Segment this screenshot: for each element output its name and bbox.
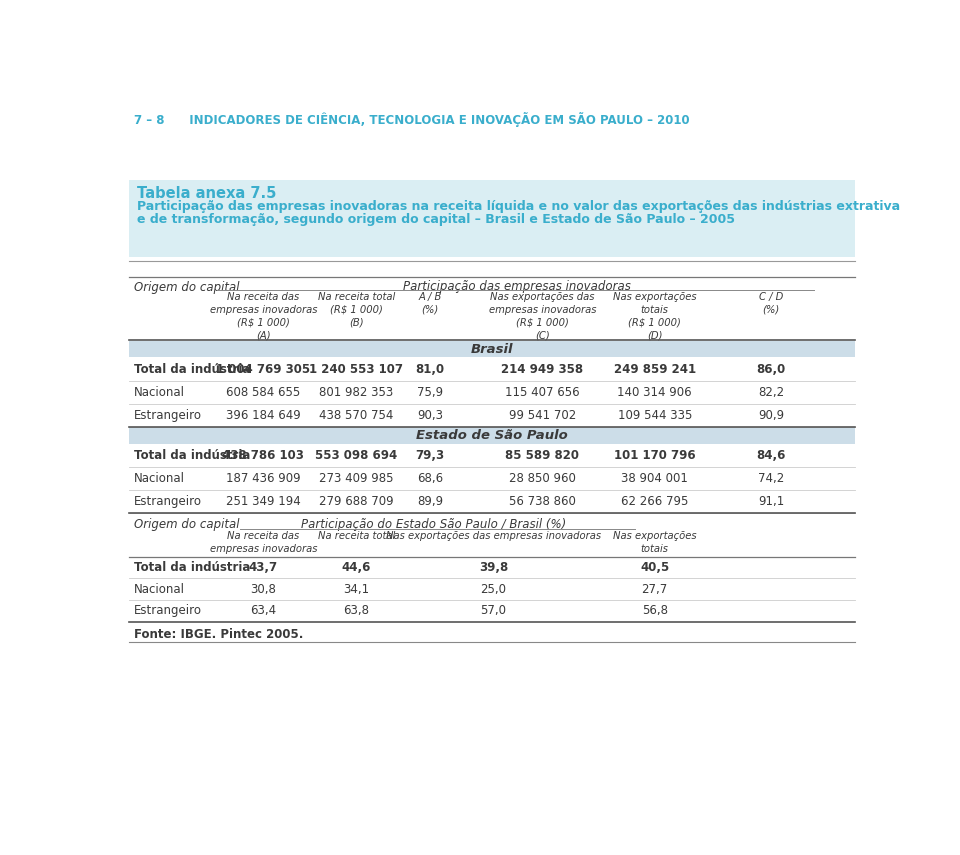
Text: Na receita das
empresas inovadoras
(R$ 1 000)
(A): Na receita das empresas inovadoras (R$ 1… xyxy=(209,292,317,340)
Text: Total da indústria: Total da indústria xyxy=(134,561,251,575)
Text: Nacional: Nacional xyxy=(134,386,185,398)
Text: 438 570 754: 438 570 754 xyxy=(319,409,394,422)
Text: 39,8: 39,8 xyxy=(479,561,508,575)
Text: 25,0: 25,0 xyxy=(481,583,507,596)
FancyBboxPatch shape xyxy=(130,180,854,256)
Text: 81,0: 81,0 xyxy=(416,363,444,375)
Text: 38 904 001: 38 904 001 xyxy=(621,472,688,485)
Text: 396 184 649: 396 184 649 xyxy=(226,409,300,422)
Text: e de transformação, segundo origem do capital – Brasil e Estado de São Paulo – 2: e de transformação, segundo origem do ca… xyxy=(137,214,735,227)
Text: 273 409 985: 273 409 985 xyxy=(319,472,394,485)
Text: 56,8: 56,8 xyxy=(641,604,668,617)
Text: Na receita das
empresas inovadoras: Na receita das empresas inovadoras xyxy=(209,531,317,553)
Text: 140 314 906: 140 314 906 xyxy=(617,386,692,398)
Text: Participação das empresas inovadoras na receita líquida e no valor das exportaçõ: Participação das empresas inovadoras na … xyxy=(137,199,900,213)
Text: 84,6: 84,6 xyxy=(756,449,785,462)
Text: Total da indústria: Total da indústria xyxy=(134,363,251,375)
Text: 608 584 655: 608 584 655 xyxy=(227,386,300,398)
Text: Total da indústria: Total da indústria xyxy=(134,449,251,462)
Text: 57,0: 57,0 xyxy=(481,604,507,617)
Text: 28 850 960: 28 850 960 xyxy=(509,472,576,485)
Text: A / B
(%): A / B (%) xyxy=(419,292,442,315)
Text: Brasil: Brasil xyxy=(470,343,514,356)
Text: Na receita total
(R$ 1 000)
(B): Na receita total (R$ 1 000) (B) xyxy=(318,292,395,327)
Text: 251 349 194: 251 349 194 xyxy=(226,495,300,508)
Text: Estrangeiro: Estrangeiro xyxy=(134,495,202,508)
Text: 79,3: 79,3 xyxy=(416,449,444,462)
Text: Fonte: IBGE. Pintec 2005.: Fonte: IBGE. Pintec 2005. xyxy=(134,628,303,640)
Text: Nas exportações
totais: Nas exportações totais xyxy=(612,531,697,553)
Text: Nas exportações
totais
(R$ 1 000)
(D): Nas exportações totais (R$ 1 000) (D) xyxy=(612,292,697,340)
Text: 115 407 656: 115 407 656 xyxy=(505,386,580,398)
Text: 86,0: 86,0 xyxy=(756,363,785,375)
Text: 43,7: 43,7 xyxy=(249,561,278,575)
Text: 187 436 909: 187 436 909 xyxy=(226,472,300,485)
Text: 27,7: 27,7 xyxy=(641,583,668,596)
FancyBboxPatch shape xyxy=(130,340,854,357)
Text: 34,1: 34,1 xyxy=(344,583,370,596)
Text: 68,6: 68,6 xyxy=(417,472,444,485)
Text: 74,2: 74,2 xyxy=(757,472,784,485)
Text: Origem do capital: Origem do capital xyxy=(134,518,239,532)
Text: Origem do capital: Origem do capital xyxy=(134,281,239,294)
Text: 279 688 709: 279 688 709 xyxy=(319,495,394,508)
Text: 63,4: 63,4 xyxy=(251,604,276,617)
Text: 7 – 8      INDICADORES DE CIÊNCIA, TECNOLOGIA E INOVAÇÃO EM SÃO PAULO – 2010: 7 – 8 INDICADORES DE CIÊNCIA, TECNOLOGIA… xyxy=(134,112,689,127)
Text: 99 541 702: 99 541 702 xyxy=(509,409,576,422)
Text: Nacional: Nacional xyxy=(134,472,185,485)
Text: Participação do Estado São Paulo / Brasil (%): Participação do Estado São Paulo / Brasi… xyxy=(301,518,566,532)
Text: 109 544 335: 109 544 335 xyxy=(617,409,692,422)
Text: 85 589 820: 85 589 820 xyxy=(505,449,580,462)
Text: Nacional: Nacional xyxy=(134,583,185,596)
Text: 75,9: 75,9 xyxy=(417,386,444,398)
Text: 91,1: 91,1 xyxy=(757,495,784,508)
Text: 801 982 353: 801 982 353 xyxy=(320,386,394,398)
Text: Nas exportações das
empresas inovadoras
(R$ 1 000)
(C): Nas exportações das empresas inovadoras … xyxy=(489,292,596,340)
Text: Estado de São Paulo: Estado de São Paulo xyxy=(416,428,568,442)
Text: 56 738 860: 56 738 860 xyxy=(509,495,576,508)
Text: 40,5: 40,5 xyxy=(640,561,669,575)
Text: 90,3: 90,3 xyxy=(417,409,443,422)
Text: C / D
(%): C / D (%) xyxy=(758,292,783,315)
Text: 249 859 241: 249 859 241 xyxy=(613,363,696,375)
Text: 101 170 796: 101 170 796 xyxy=(614,449,696,462)
Text: Participação das empresas inovadoras: Participação das empresas inovadoras xyxy=(403,280,631,292)
Text: 214 949 358: 214 949 358 xyxy=(501,363,584,375)
Text: 1 004 769 305: 1 004 769 305 xyxy=(216,363,310,375)
Text: Estrangeiro: Estrangeiro xyxy=(134,409,202,422)
Text: 44,6: 44,6 xyxy=(342,561,372,575)
Text: Tabela anexa 7.5: Tabela anexa 7.5 xyxy=(137,186,276,201)
Text: 82,2: 82,2 xyxy=(758,386,784,398)
Text: 438 786 103: 438 786 103 xyxy=(223,449,304,462)
Text: 30,8: 30,8 xyxy=(251,583,276,596)
Text: Na receita total: Na receita total xyxy=(318,531,395,540)
Text: 1 240 553 107: 1 240 553 107 xyxy=(309,363,403,375)
Text: 62 266 795: 62 266 795 xyxy=(621,495,688,508)
Text: 89,9: 89,9 xyxy=(417,495,444,508)
FancyBboxPatch shape xyxy=(130,427,854,444)
Text: 553 098 694: 553 098 694 xyxy=(315,449,397,462)
Text: 63,8: 63,8 xyxy=(344,604,370,617)
Text: Estrangeiro: Estrangeiro xyxy=(134,604,202,617)
Text: 90,9: 90,9 xyxy=(758,409,784,422)
Text: Nas exportações das empresas inovadoras: Nas exportações das empresas inovadoras xyxy=(386,531,601,540)
